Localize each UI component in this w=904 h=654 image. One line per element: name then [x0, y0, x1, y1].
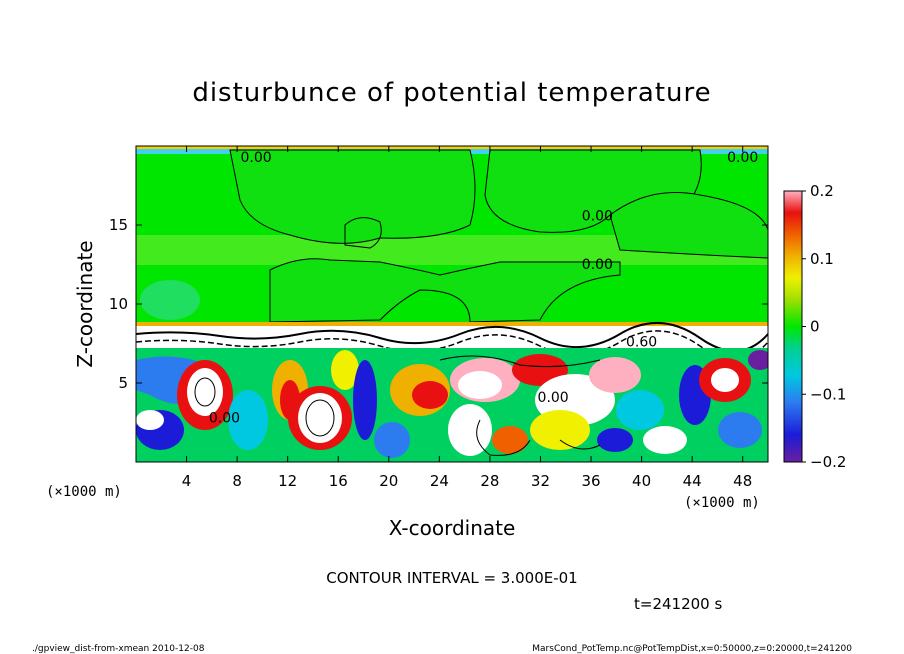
boundary-contour-2 — [136, 330, 768, 360]
upper-cell-right-lobe — [609, 192, 768, 259]
y-tick-label: 5 — [118, 374, 128, 392]
colorbar-ticks: 0.2 0.1 0 −0.1 −0.2 — [802, 182, 846, 471]
y-axis-unit: (×1000 m) — [46, 484, 122, 500]
small-contour — [344, 217, 382, 249]
colorbar-tick-label: 0.2 — [810, 182, 834, 200]
x-tick-label: 36 — [581, 472, 600, 490]
y-tick-label: 10 — [109, 295, 128, 313]
x-tick-label: 28 — [480, 472, 499, 490]
chart-title: disturbunce of potential temperature — [192, 78, 711, 108]
contour-label: 0.60 — [626, 335, 657, 351]
contour-label: 0.00 — [240, 150, 271, 166]
x-tick-label: 16 — [329, 472, 348, 490]
x-tick-label: 44 — [683, 472, 702, 490]
contour-label: 0.00 — [582, 257, 613, 273]
y-axis: 5 10 15 — [109, 216, 768, 392]
colorbar — [783, 190, 803, 463]
x-axis-title: X-coordinate — [389, 516, 516, 540]
x-tick-label: 32 — [531, 472, 550, 490]
top-boundary-line — [136, 146, 768, 149]
plot-area — [136, 146, 768, 462]
footer-right: MarsCond_PotTemp.nc@PotTempDist,x=0:5000… — [532, 644, 852, 654]
time-stamp: t=241200 s — [634, 595, 722, 613]
mid-cell — [269, 258, 621, 323]
turbulent-blobs — [136, 350, 768, 458]
cyan-patch-left — [140, 280, 200, 320]
contour-interval: CONTOUR INTERVAL = 3.000E-01 — [326, 569, 577, 587]
x-tick-label: 24 — [430, 472, 449, 490]
colorbar-tick-label: −0.1 — [810, 385, 846, 403]
x-tick-label: 4 — [182, 472, 192, 490]
lower-contours — [194, 355, 601, 456]
contour-label: 0.00 — [538, 390, 569, 406]
boundary-contour-1 — [136, 322, 768, 352]
x-axis: 4 8 12 16 20 24 28 32 36 40 44 48 — [182, 146, 752, 490]
x-tick-label: 8 — [232, 472, 242, 490]
colorbar-tick-label: 0 — [810, 318, 820, 336]
y-axis-title: Z-coordinate — [73, 240, 97, 367]
footer-left: ./gpview_dist-from-xmean 2010-12-08 — [32, 644, 205, 654]
colorbar-tick-label: 0.1 — [810, 250, 834, 268]
contour-label: 0.00 — [727, 150, 758, 166]
x-tick-label: 40 — [632, 472, 651, 490]
x-axis-unit: (×1000 m) — [684, 495, 760, 511]
colorbar-tick-label: −0.2 — [810, 453, 846, 471]
y-tick-label: 15 — [109, 216, 128, 234]
x-tick-label: 12 — [278, 472, 297, 490]
x-tick-label: 48 — [733, 472, 752, 490]
x-tick-label: 20 — [379, 472, 398, 490]
boundary-orange — [136, 322, 768, 328]
contour-label: 0.00 — [209, 411, 240, 427]
contour-labels: 0.00 0.00 0.00 0.00 0.60 0.00 0.00 — [209, 150, 758, 427]
contour-label: 0.00 — [582, 208, 613, 224]
